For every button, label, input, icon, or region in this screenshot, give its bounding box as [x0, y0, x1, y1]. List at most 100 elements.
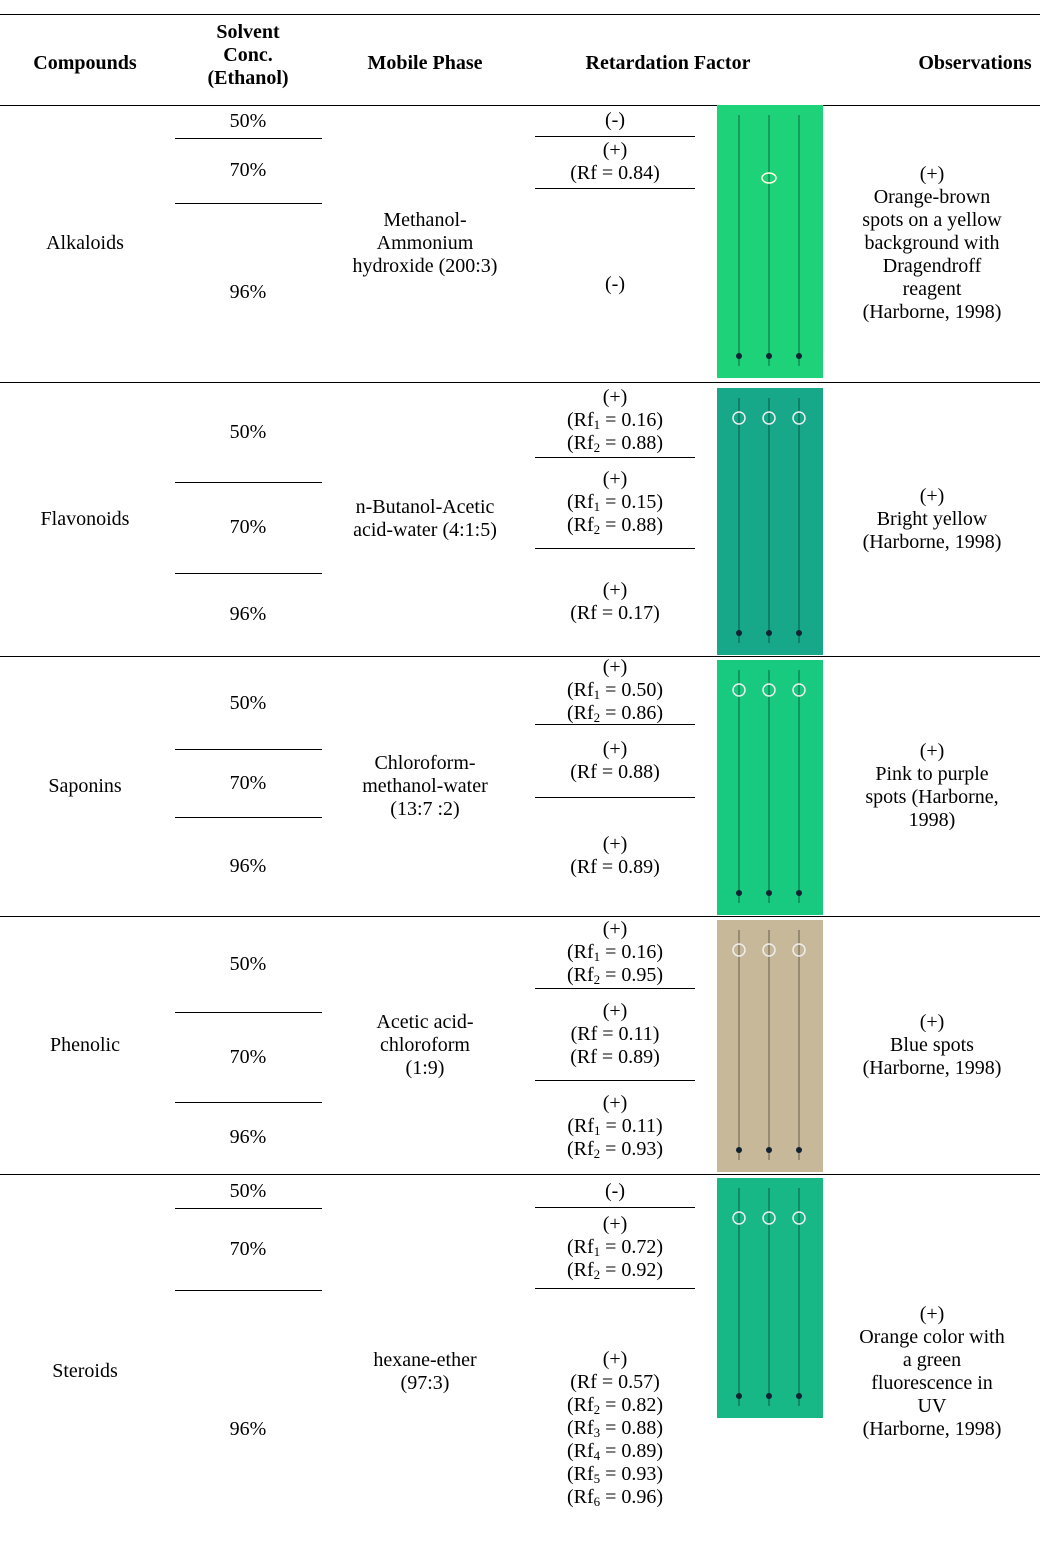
rf-values: (+) (Rf1 = 0.16) (Rf2 = 0.95)	[525, 918, 705, 987]
text-line: (+)	[602, 833, 628, 855]
text: (Rf	[566, 1416, 594, 1439]
text: = 0.88)	[600, 1416, 664, 1439]
plate-shape	[762, 683, 776, 697]
header-cell: Compounds	[0, 52, 170, 75]
plate-shape	[736, 1393, 742, 1399]
plate-shape	[792, 1211, 806, 1225]
text: = 0.11)	[600, 1115, 663, 1137]
concentration: 50%	[173, 1180, 323, 1203]
mobile-phase: Chloroform-methanol-water (13:7 :2)	[325, 752, 525, 821]
text-line: (+)	[602, 385, 628, 408]
text-line: Observations	[918, 51, 1032, 74]
text: (Rf	[566, 1462, 594, 1485]
plate-shape	[796, 1147, 802, 1153]
rule	[175, 817, 322, 818]
text: = 0.88)	[600, 431, 664, 454]
rule	[535, 548, 695, 549]
text: (Rf	[566, 1439, 594, 1462]
observations: (+) Orange-brown spots on a yellow backgrou…	[825, 163, 1040, 324]
text-line: spots on a yellow	[862, 208, 1002, 231]
text-line: (+)	[602, 578, 628, 601]
rule	[0, 14, 1040, 15]
text-line: (+)	[602, 656, 628, 678]
rule	[175, 203, 322, 204]
subscript: 1	[593, 1123, 601, 1138]
concentration: 50%	[173, 953, 323, 976]
text-line: (Rf2 = 0.92)	[525, 1259, 705, 1282]
text-line: (Rf = 0.88)	[570, 760, 660, 783]
text-line: Solvent	[216, 20, 280, 43]
rf-values: (+) (Rf1 = 0.16) (Rf2 = 0.88)	[525, 386, 705, 455]
rf-values: (-)	[525, 273, 705, 296]
plate-shape	[796, 1393, 802, 1399]
text-line: (Rf5 = 0.93)	[525, 1463, 705, 1486]
rule	[535, 1207, 695, 1208]
text-line: (Rf = 0.84)	[570, 162, 660, 184]
rf-values: (+) (Rf = 0.11) (Rf = 0.89)	[525, 1000, 705, 1069]
text-line: (-)	[605, 273, 625, 295]
text-line: 70%	[229, 771, 267, 794]
text-line: (Rf1 = 0.16)	[525, 941, 705, 964]
plate-shape	[736, 890, 742, 896]
plate-shape	[732, 1211, 746, 1225]
text-line: (Harborne, 1998)	[862, 530, 1002, 553]
text-line: Conc.	[223, 43, 273, 66]
rule	[175, 573, 322, 574]
subscript: 2	[593, 439, 601, 455]
text-line: (1:9)	[405, 1056, 445, 1079]
rule	[175, 1290, 322, 1291]
text: (Rf	[566, 1259, 594, 1281]
text-line: (+)	[602, 918, 628, 940]
text: (Rf	[566, 491, 594, 513]
text-line: (Harborne, 1998)	[862, 300, 1002, 323]
text-line: (+)	[602, 1213, 628, 1235]
text-line: Methanol-	[383, 208, 467, 231]
rule	[0, 916, 1040, 917]
text: (Rf	[566, 1393, 594, 1416]
text-line: Flavonoids	[40, 507, 130, 530]
text-line: (Rf = 0.17)	[570, 601, 660, 624]
text-line: (Harborne, 1998)	[862, 1417, 1002, 1440]
text-line: 96%	[229, 854, 267, 877]
text-line: fluorescence in	[871, 1371, 993, 1394]
concentration: 96%	[173, 603, 323, 626]
rule	[175, 482, 322, 483]
text-line: (-)	[605, 109, 625, 131]
concentration: 70%	[173, 1046, 323, 1069]
text-line: (Rf2 = 0.86)	[525, 702, 705, 725]
header-cell: Mobile Phase	[325, 52, 525, 75]
rf-values: (+) (Rf = 0.57) (Rf2 = 0.82) (Rf3 = 0.88) (R…	[525, 1348, 705, 1509]
text-line: 96%	[229, 602, 267, 625]
text-line: (Rf4 = 0.89)	[525, 1440, 705, 1463]
text: = 0.92)	[600, 1259, 664, 1281]
text-line: (Ethanol)	[207, 66, 289, 89]
header-cell: Solvent Conc. (Ethanol)	[173, 21, 323, 90]
rule	[0, 1174, 1040, 1175]
tlc-plate	[717, 660, 823, 915]
text: = 0.50)	[600, 679, 664, 701]
text-line: (Rf2 = 0.82)	[525, 1394, 705, 1417]
rule	[535, 188, 695, 189]
plate-shape	[792, 411, 806, 425]
text-line: (13:7 :2)	[390, 797, 460, 820]
text-line: (Harborne, 1998)	[862, 1056, 1002, 1079]
rf-values: (+) (Rf1 = 0.11) (Rf2 = 0.93)	[525, 1092, 705, 1161]
text-line: Pink to purple	[875, 763, 989, 785]
text-line: (+)	[919, 484, 945, 507]
text-line: Steroids	[52, 1360, 118, 1382]
concentration: 96%	[173, 281, 323, 304]
rule	[535, 1288, 695, 1289]
text-line: methanol-water	[362, 774, 488, 797]
plate-shape	[796, 353, 802, 359]
text-line: (Rf = 0.11)	[570, 1022, 660, 1045]
compound: Steroids	[0, 1360, 170, 1383]
subscript: 4	[593, 1447, 601, 1463]
text-line: 96%	[229, 1417, 267, 1440]
text-line: Chloroform-	[374, 751, 476, 774]
rule	[535, 797, 695, 798]
rule	[0, 105, 1040, 106]
text-line: (+)	[919, 1010, 945, 1033]
text-line: (+)	[602, 1347, 628, 1370]
concentration: 50%	[173, 110, 323, 133]
